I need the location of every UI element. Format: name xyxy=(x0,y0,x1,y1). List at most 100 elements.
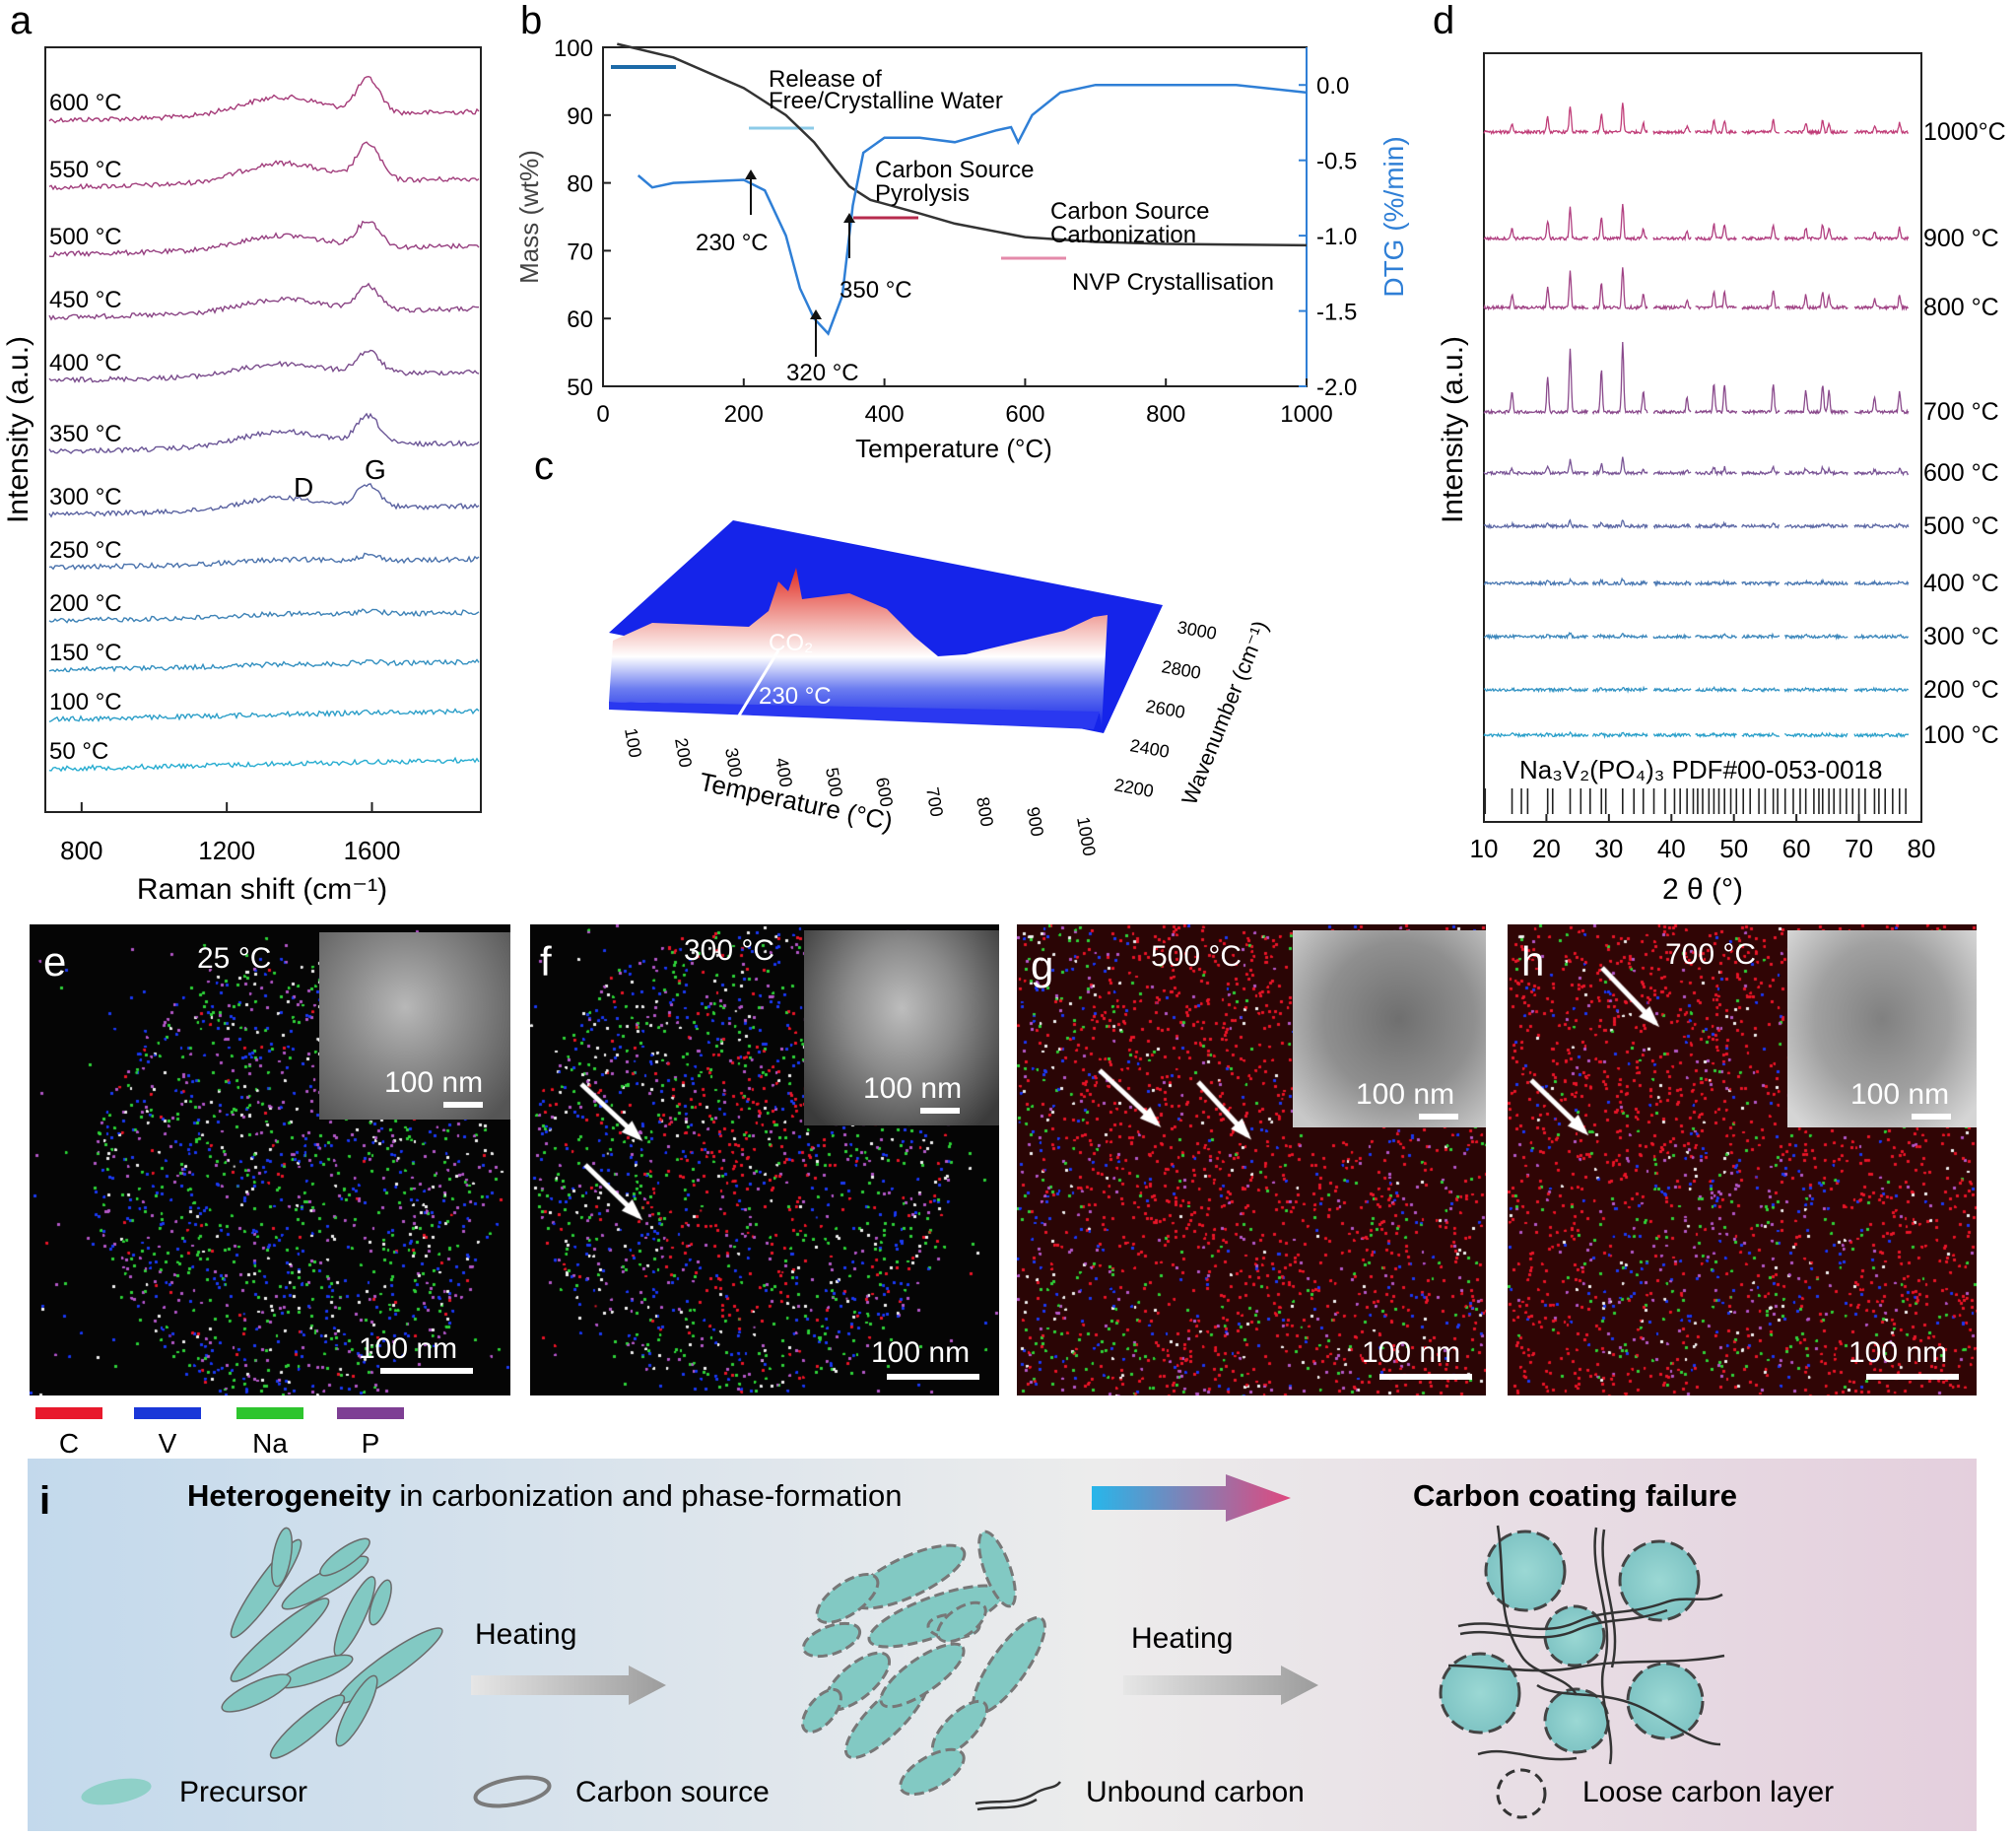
panel-d-xlabel: 2 θ (°) xyxy=(1662,873,1743,906)
heating-label-2: Heating xyxy=(1131,1622,1233,1655)
xrd-temp-label: 300 °C xyxy=(1923,623,1999,650)
xrd-temp-label: 100 °C xyxy=(1923,721,1999,749)
panel-a-xlabel: Raman shift (cm⁻¹) xyxy=(137,873,387,906)
em-temp-f: 300 °C xyxy=(684,934,775,967)
panel-d: d 1000°C 900 °C 800 °C 700 °C 600 °C 500 °C 40… xyxy=(1433,0,2006,906)
legend-precursor: Precursor xyxy=(179,1776,307,1808)
ftir-surface-front xyxy=(609,568,1108,729)
panel-b-ylabel-right: DTG (%/min) xyxy=(1378,136,1409,297)
em-temp-h: 700 °C xyxy=(1665,938,1757,971)
x-tick-label: 80 xyxy=(1908,834,1936,863)
panel-d-reference: Na₃V₂(PO₄)₃ PDF#00-053-0018 xyxy=(1519,755,1882,784)
inset-scale-g: 100 nm xyxy=(1356,1078,1455,1111)
x-tick-label: 20 xyxy=(1532,834,1561,863)
inset-scale-bar-h xyxy=(1912,1114,1951,1120)
legend-element: Na xyxy=(252,1428,288,1459)
y2-tick-label: -1.0 xyxy=(1316,224,1357,250)
ann-water-2: Free/Crystalline Water xyxy=(769,88,1003,114)
c-x-tick-label: 1000 xyxy=(1073,815,1100,857)
inset-scale-bar-e xyxy=(443,1102,483,1108)
inset-scale-bar-g xyxy=(1419,1114,1458,1120)
x-tick-label: 1000 xyxy=(1280,401,1332,428)
em-panel-f: 100 nm f 300 °C 100 nm xyxy=(530,924,999,1395)
xrd-pattern xyxy=(1483,456,1910,477)
raman-temp-label: 600 °C xyxy=(49,90,122,116)
c-x-tick-label: 200 xyxy=(671,736,696,769)
scale-bar-e xyxy=(380,1368,473,1374)
inset-scale-e: 100 nm xyxy=(384,1066,484,1099)
raman-spectrum xyxy=(48,608,480,624)
co2-marker-line xyxy=(731,649,780,726)
xrd-temp-label: 600 °C xyxy=(1923,459,1999,487)
ann-350: 350 °C xyxy=(840,277,912,304)
y-tick-label: 50 xyxy=(567,374,593,401)
panel-a-frame xyxy=(44,46,482,813)
c-y-tick-label: 2800 xyxy=(1160,656,1202,683)
x-tick-label: 800 xyxy=(60,836,102,865)
scale-bar-g xyxy=(1379,1374,1472,1380)
x-tick-label: 800 xyxy=(1146,401,1185,428)
raman-spectrum xyxy=(48,658,480,673)
c-y-tick-label: 3000 xyxy=(1176,617,1218,644)
failure-cluster xyxy=(1439,1525,1725,1765)
tem-inset-f: 100 nm xyxy=(804,930,999,1125)
progress-arrow xyxy=(1092,1474,1291,1522)
heating-label-1: Heating xyxy=(475,1618,576,1651)
xrd-pattern xyxy=(1483,341,1910,416)
raman-temp-label: 400 °C xyxy=(49,350,122,376)
scale-g: 100 nm xyxy=(1362,1336,1461,1369)
heating-arrow-2 xyxy=(1123,1666,1318,1705)
legend-element: P xyxy=(362,1428,380,1459)
panel-c-label: c xyxy=(534,444,554,488)
y2-tick-label: -0.5 xyxy=(1316,149,1357,175)
c-x-tick-label: 900 xyxy=(1023,805,1047,838)
ann-water-1: Release of xyxy=(769,66,882,93)
panel-d-frame xyxy=(1483,52,1922,823)
y-tick-label: 70 xyxy=(567,238,593,265)
raman-spectrum xyxy=(48,552,480,571)
raman-spectrum xyxy=(48,708,480,722)
x-tick-label: 600 xyxy=(1005,401,1044,428)
raman-temp-label: 300 °C xyxy=(49,484,122,510)
x-tick-label: 50 xyxy=(1719,834,1748,863)
legend-element: C xyxy=(59,1428,79,1459)
xrd-pattern xyxy=(1483,577,1910,587)
em-panel-h: 100 nm h 700 °C 100 nm xyxy=(1508,924,1977,1395)
panel-d-label: d xyxy=(1433,0,1454,42)
carbon-source-icon xyxy=(473,1775,552,1808)
panel-b-ticks: 0 200 400 600 800 1000 100 90 80 70 60 50 0.0 -0.5 -1.… xyxy=(554,35,1357,428)
scale-e: 100 nm xyxy=(359,1332,458,1365)
panel-b: b 0 200 400 600 800 1000 100 90 80 70 60 50 0.0 -0.5 -… xyxy=(514,0,1409,463)
y-tick-label: 60 xyxy=(567,306,593,333)
inset-scale-h: 100 nm xyxy=(1850,1078,1950,1111)
tem-inset-e: 100 nm xyxy=(319,932,510,1120)
panel-d-patterns xyxy=(1483,102,1910,739)
x-tick-label: 200 xyxy=(724,401,764,428)
ann-pyro-1: Carbon Source xyxy=(875,157,1034,183)
xrd-temp-label: 900 °C xyxy=(1923,225,1999,252)
y-tick-label: 100 xyxy=(554,35,593,62)
xrd-pattern xyxy=(1483,631,1910,641)
ann-230: 230 °C xyxy=(696,230,769,256)
mass-curve xyxy=(617,42,1308,247)
raman-spectrum xyxy=(48,483,480,518)
y-tick-label: 80 xyxy=(567,171,593,198)
c-x-tick-label: 800 xyxy=(973,795,997,828)
raman-spectrum xyxy=(48,412,480,454)
tem-inset-g: 100 nm xyxy=(1293,930,1486,1127)
legend-carbon-source: Carbon source xyxy=(575,1776,770,1808)
xrd-pattern xyxy=(1483,518,1910,530)
panel-a-peak-d: D xyxy=(294,472,313,503)
panel-i-title: Heterogeneity in carbonization and phase… xyxy=(187,1478,902,1513)
heating-arrow-1 xyxy=(471,1666,666,1705)
legend-loose: Loose carbon layer xyxy=(1582,1776,1834,1808)
x-tick-label: 30 xyxy=(1594,834,1623,863)
raman-temp-label: 500 °C xyxy=(49,224,122,250)
panel-a-label: a xyxy=(10,0,33,42)
raman-temp-label: 150 °C xyxy=(49,640,122,666)
panel-i-title-bold: Heterogeneity xyxy=(187,1478,391,1513)
xrd-pattern xyxy=(1483,685,1910,694)
em-panel-e: 100 nm e 25 °C 100 nm xyxy=(30,924,510,1395)
panel-c: c CO₂ 230 °C 100 200 300 400 500 600 700 800 900… xyxy=(534,444,1273,857)
raman-spectrum xyxy=(48,141,480,191)
